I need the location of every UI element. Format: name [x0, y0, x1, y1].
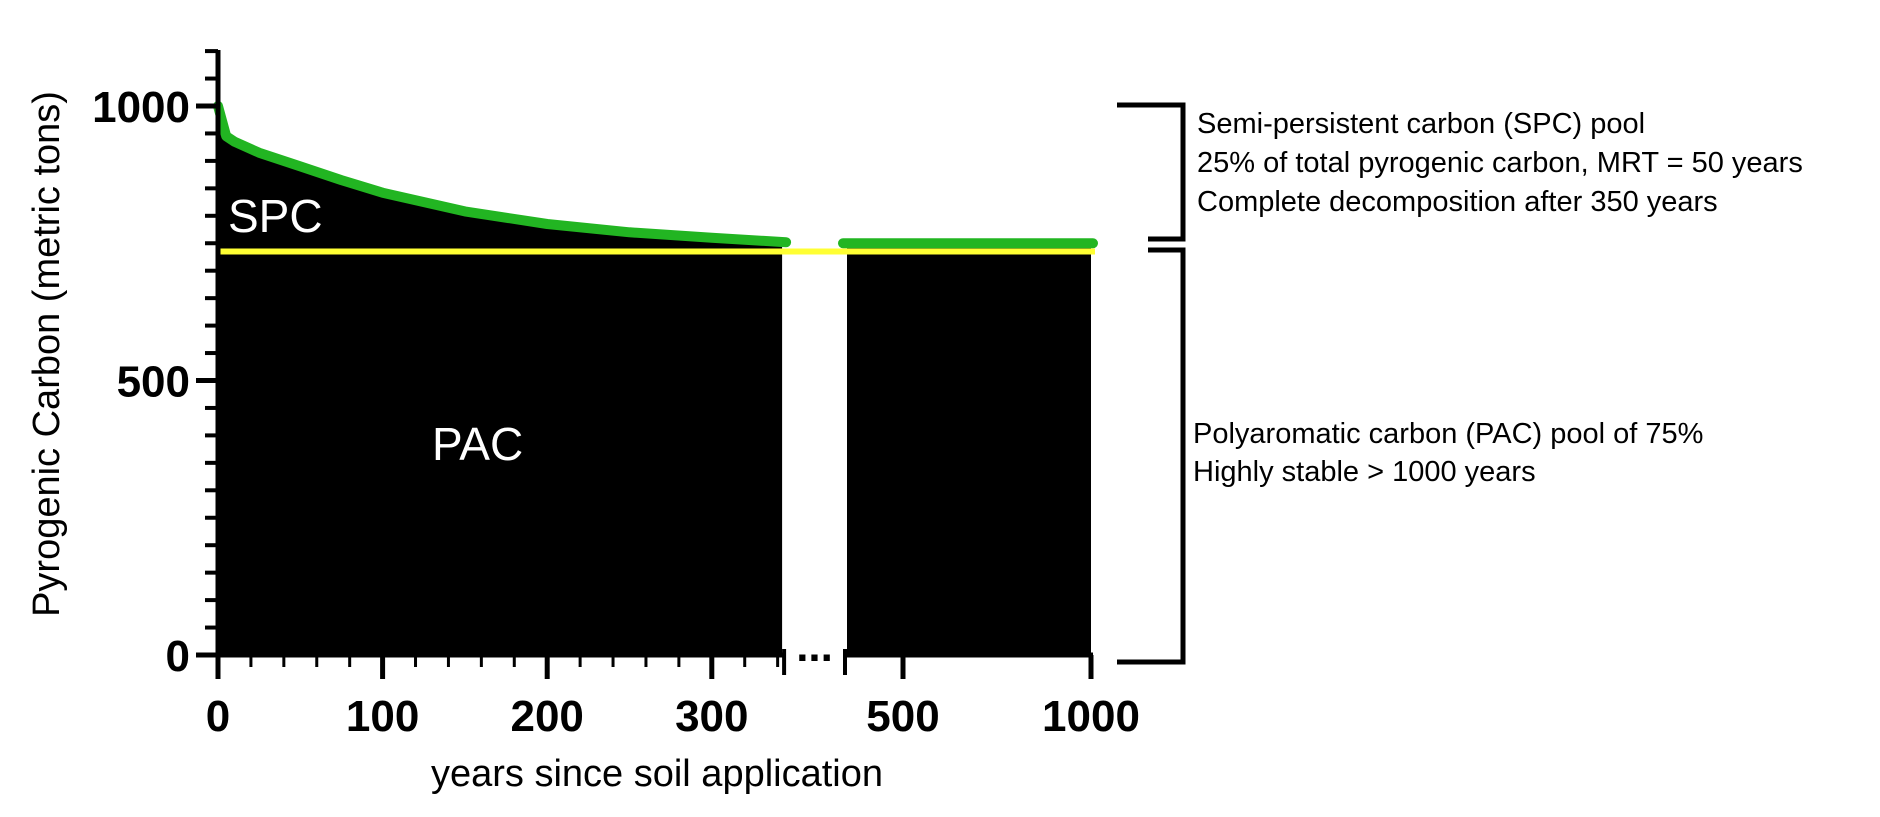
- svg-text:Polyaromatic carbon (PAC) pool: Polyaromatic carbon (PAC) pool of 75%: [1193, 418, 1703, 450]
- carbon-area-segment-1: [218, 106, 783, 655]
- pac-annotation: Polyaromatic carbon (PAC) pool of 75% Hi…: [1193, 418, 1703, 488]
- svg-text:25% of total pyrogenic carbon,: 25% of total pyrogenic carbon, MRT = 50 …: [1197, 147, 1803, 179]
- x-tick-label: 200: [510, 692, 583, 741]
- spc-region-label: SPC: [228, 190, 323, 242]
- svg-text:Complete decomposition after 3: Complete decomposition after 350 years: [1197, 186, 1718, 218]
- x-tick-label: 100: [346, 692, 419, 741]
- x-axis-title: years since soil application: [431, 753, 883, 795]
- y-tick-label: 500: [117, 358, 190, 407]
- carbon-area-segment-2: [847, 243, 1091, 655]
- spc-curve-segment-1: [213, 101, 792, 248]
- spc-bracket: [1117, 102, 1186, 242]
- y-axis: 0 500 1000: [92, 49, 221, 681]
- x-tick-label: 1000: [1042, 692, 1140, 741]
- axis-break-dots: ...: [796, 622, 833, 671]
- x-axis: ... 0 100 200 300 500 1000: [206, 622, 1140, 741]
- spc-annotation: Semi-persistent carbon (SPC) pool 25% of…: [1197, 108, 1803, 218]
- y-axis-title: Pyrogenic Carbon (metric tons): [26, 91, 68, 617]
- y-tick-label: 1000: [92, 83, 190, 132]
- x-tick-label: 300: [675, 692, 748, 741]
- x-tick-label: 0: [206, 692, 230, 741]
- svg-text:Highly stable > 1000 years: Highly stable > 1000 years: [1193, 456, 1536, 488]
- x-tick-label: 500: [866, 692, 939, 741]
- pac-region-label: PAC: [432, 418, 523, 470]
- pac-bracket: [1117, 247, 1186, 665]
- y-tick-label: 0: [166, 632, 190, 681]
- svg-text:Semi-persistent carbon (SPC) p: Semi-persistent carbon (SPC) pool: [1197, 108, 1645, 140]
